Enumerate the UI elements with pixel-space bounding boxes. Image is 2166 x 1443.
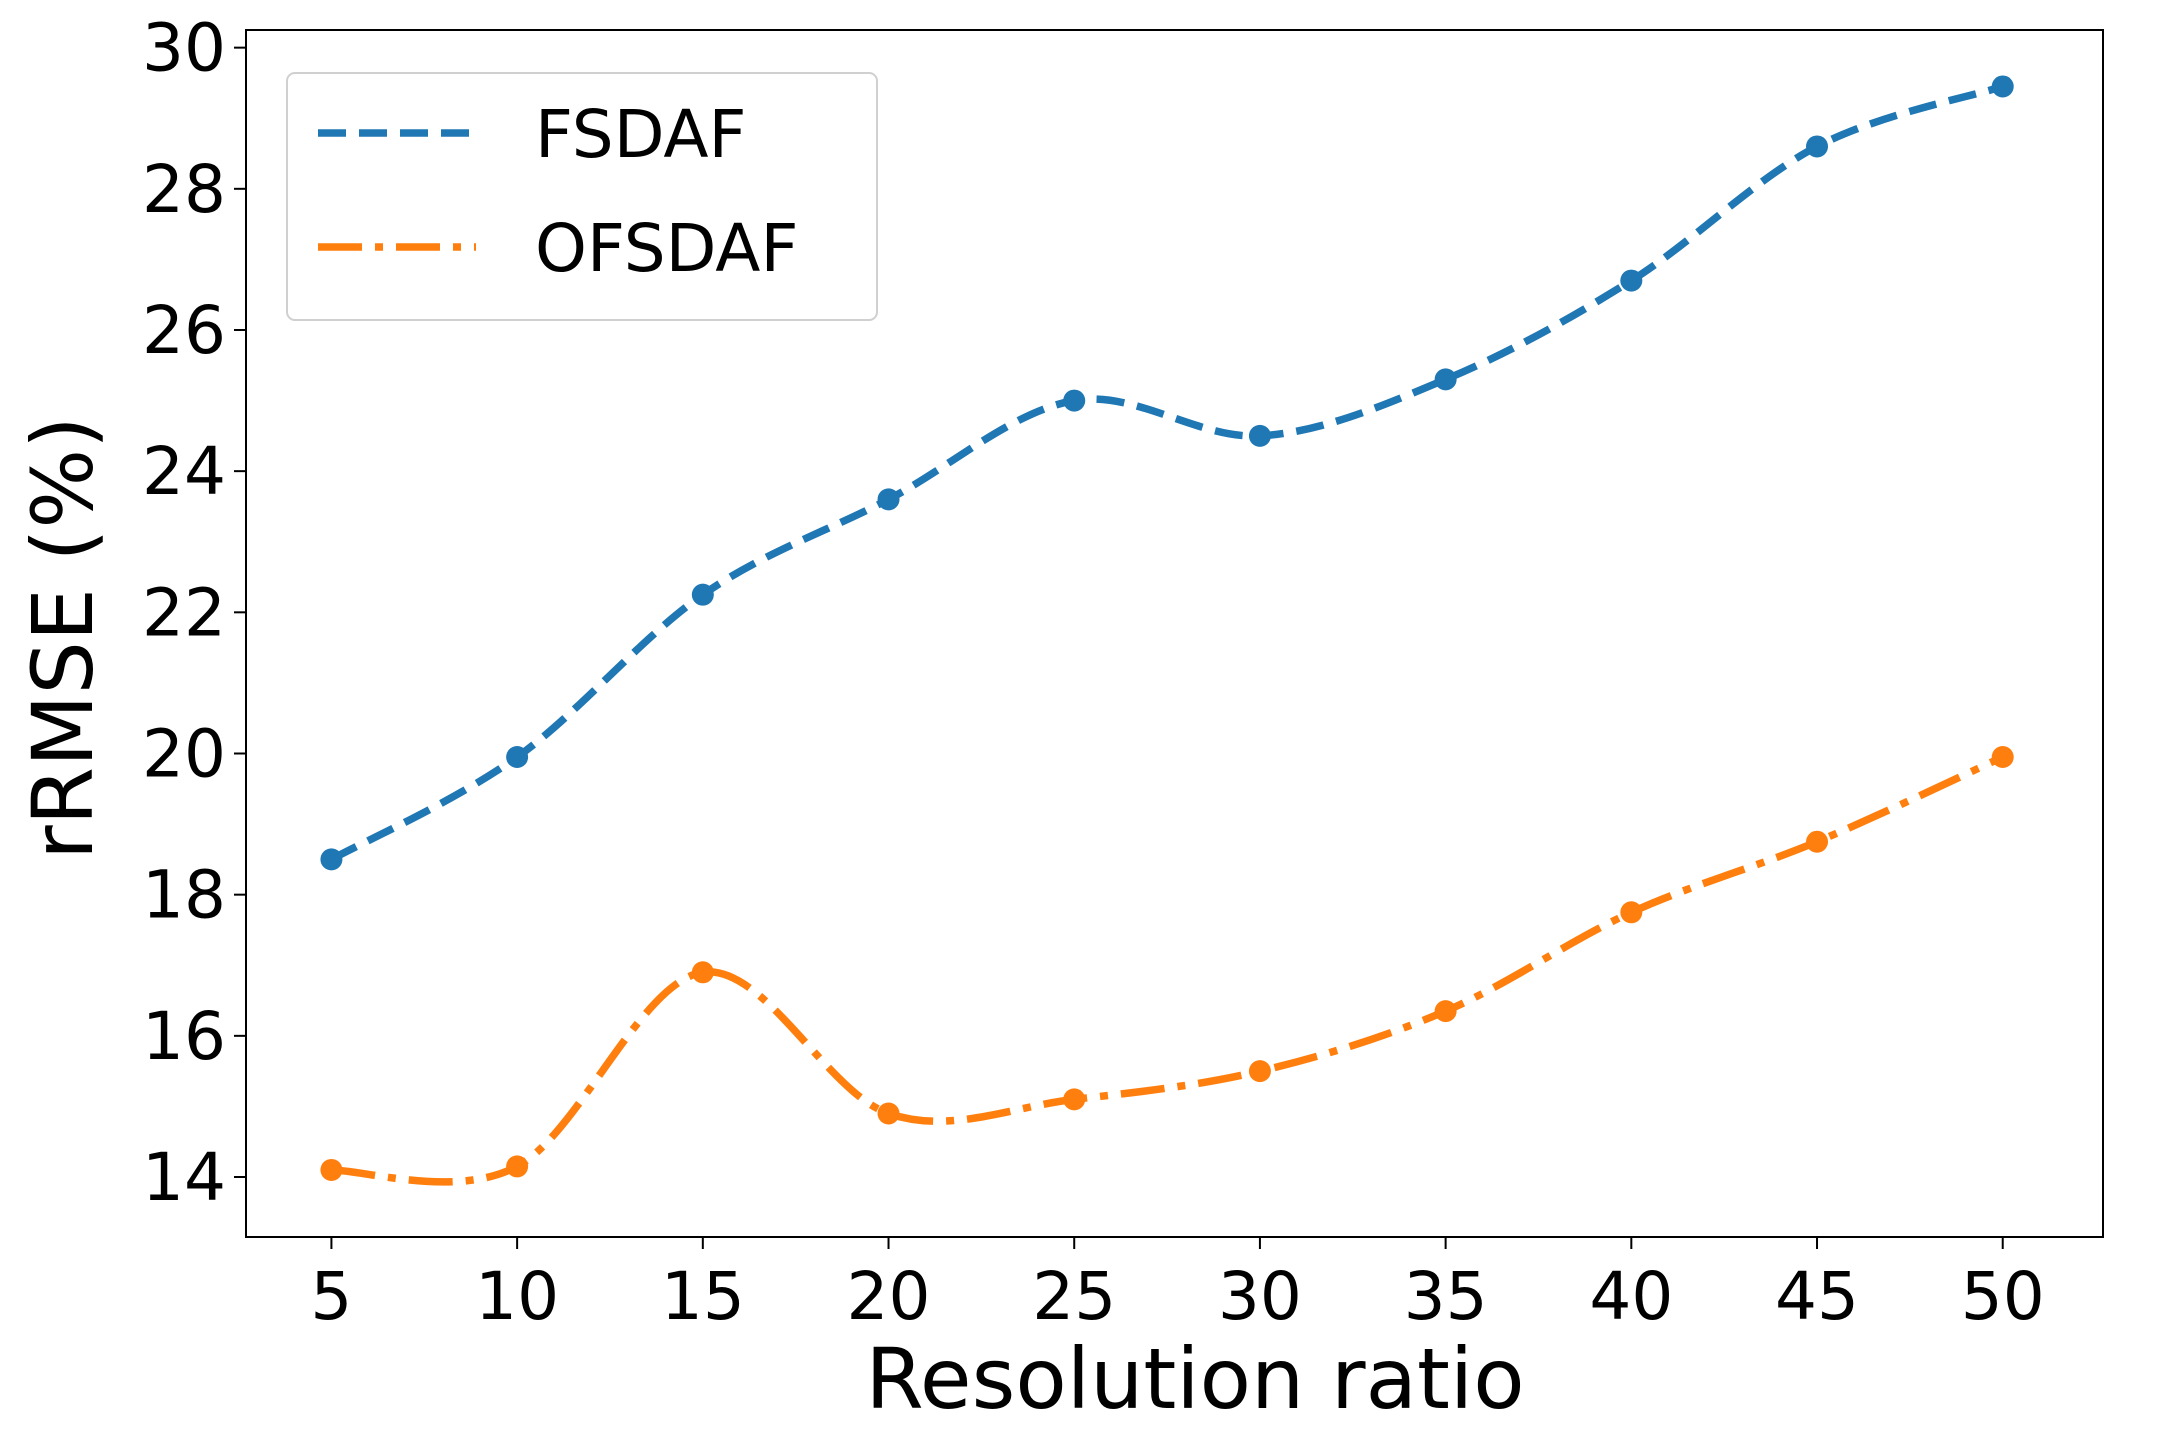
- data-point-ofsdaf: [320, 1158, 343, 1181]
- x-tick-label: 10: [475, 1258, 559, 1335]
- legend-box: [286, 72, 878, 321]
- y-tick-label: 24: [142, 433, 226, 510]
- data-point-fsdaf: [1063, 389, 1086, 412]
- data-point-ofsdaf: [691, 961, 714, 984]
- x-tick-label: 15: [661, 1258, 745, 1335]
- data-point-fsdaf: [1806, 135, 1829, 158]
- x-axis-label: Resolution ratio: [865, 1330, 1524, 1428]
- series-line-fsdaf: [329, 82, 2004, 863]
- data-point-fsdaf: [320, 848, 343, 871]
- data-point-ofsdaf: [1620, 901, 1643, 924]
- x-tick-label: 25: [1032, 1258, 1116, 1335]
- x-tick-label: 5: [310, 1258, 352, 1335]
- y-tick-label: 26: [142, 292, 226, 369]
- data-point-ofsdaf: [1434, 1000, 1457, 1023]
- data-point-ofsdaf: [877, 1102, 900, 1125]
- legend: FSDAF OFSDAF: [286, 72, 878, 321]
- y-tick-label: 22: [142, 574, 226, 651]
- legend-label-ofsdaf: OFSDAF: [535, 210, 798, 287]
- legend-label-fsdaf: FSDAF: [535, 96, 746, 173]
- data-point-fsdaf: [877, 488, 900, 511]
- x-tick-label: 30: [1218, 1258, 1302, 1335]
- data-point-ofsdaf: [1063, 1088, 1086, 1111]
- x-tick-label: 45: [1775, 1258, 1859, 1335]
- data-point-ofsdaf: [506, 1155, 529, 1178]
- series-line-ofsdaf: [331, 753, 2005, 1186]
- data-point-ofsdaf: [1806, 830, 1829, 853]
- data-point-fsdaf: [1434, 368, 1457, 391]
- y-tick-label: 20: [142, 715, 226, 792]
- y-tick-label: 28: [142, 151, 226, 228]
- data-point-fsdaf: [691, 583, 714, 606]
- x-tick-label: 20: [847, 1258, 931, 1335]
- y-tick-label: 30: [142, 10, 226, 87]
- series-layer: [320, 75, 2014, 1186]
- y-tick-label: 16: [142, 998, 226, 1075]
- data-point-ofsdaf: [1248, 1060, 1271, 1083]
- data-point-fsdaf: [1248, 424, 1271, 447]
- y-tick-label: 14: [142, 1139, 226, 1216]
- data-point-fsdaf: [506, 746, 529, 769]
- y-axis-label: rRMSE (%): [14, 416, 112, 860]
- data-point-fsdaf: [1620, 269, 1643, 292]
- y-tick-label: 18: [142, 857, 226, 934]
- data-point-ofsdaf: [1991, 746, 2014, 769]
- x-axis: 5 10 15 20 25 30 35 40 45 50: [310, 1237, 2045, 1335]
- data-point-fsdaf: [1991, 75, 2014, 98]
- x-tick-label: 35: [1404, 1258, 1488, 1335]
- plot-frame: [245, 29, 2104, 1238]
- x-tick-label: 40: [1589, 1258, 1673, 1335]
- y-axis: 14 16 18 20 22 24 26 28 30: [142, 10, 246, 1216]
- x-tick-label: 50: [1961, 1258, 2045, 1335]
- series-fsdaf: [320, 75, 2014, 871]
- series-ofsdaf: [320, 746, 2014, 1186]
